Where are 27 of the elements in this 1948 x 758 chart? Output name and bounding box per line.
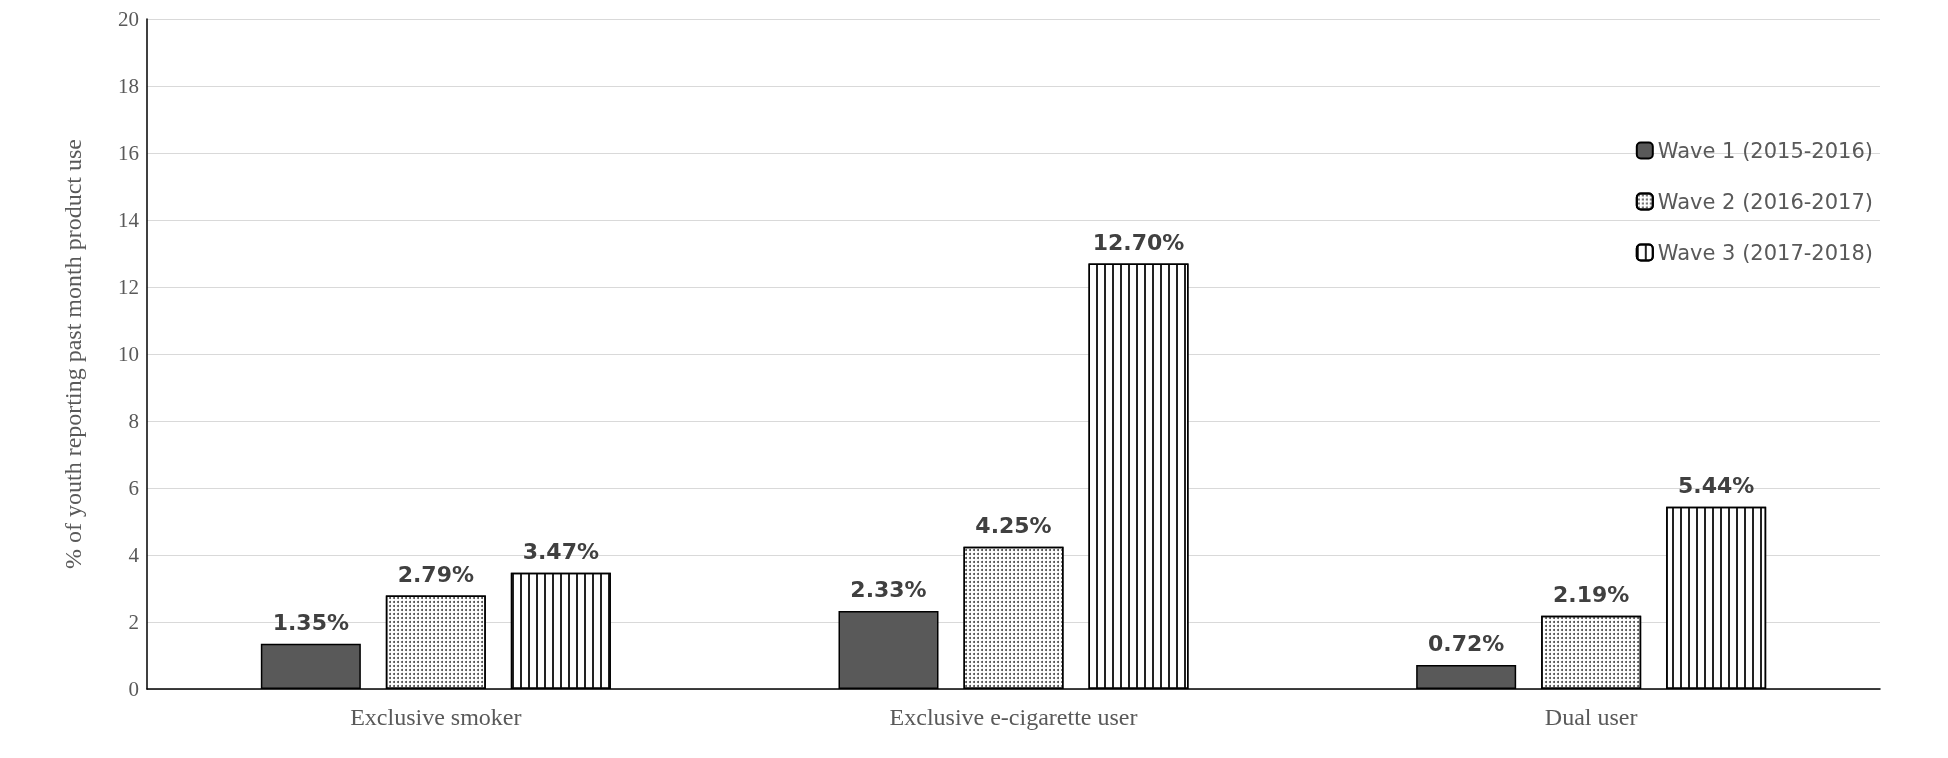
data-label: 4.25%: [975, 513, 1052, 539]
y-tick-label: 0: [128, 677, 139, 701]
legend-label: Wave 3 (2017-2018): [1657, 240, 1873, 265]
y-axis-title: % of youth reporting past month product use: [60, 139, 86, 569]
data-label: 0.72%: [1428, 631, 1505, 657]
x-tick-label: Dual user: [1544, 704, 1638, 730]
data-label: 12.70%: [1092, 230, 1185, 256]
legend-label: Wave 2 (2016-2017): [1657, 189, 1873, 214]
data-label: 3.47%: [522, 539, 599, 565]
data-label: 2.19%: [1553, 582, 1630, 608]
y-tick-label: 16: [118, 141, 139, 165]
y-tick-label: 6: [128, 476, 139, 500]
x-tick-label: Exclusive smoker: [350, 704, 522, 730]
x-tick-label: Exclusive e-cigarette user: [889, 704, 1138, 730]
y-tick-label: 18: [118, 74, 139, 98]
data-label: 1.35%: [272, 610, 349, 636]
legend-label: Wave 1 (2015-2016): [1657, 138, 1873, 163]
y-tick-label: 2: [128, 610, 139, 634]
y-tick-label: 10: [118, 342, 139, 366]
data-label: 2.79%: [397, 562, 474, 588]
data-label: 5.44%: [1678, 473, 1755, 499]
y-tick-label: 12: [118, 275, 139, 299]
y-tick-label: 8: [128, 409, 139, 433]
y-tick-label: 4: [128, 543, 140, 567]
y-tick-label: 20: [118, 7, 139, 31]
y-tick-label: 14: [118, 208, 140, 232]
data-label: 2.33%: [850, 577, 927, 603]
